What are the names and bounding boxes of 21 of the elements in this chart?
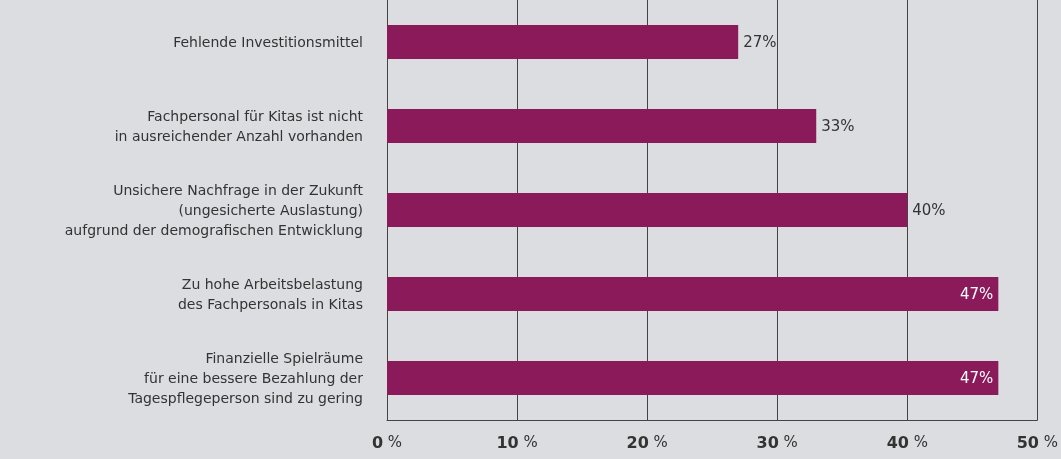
y-tick-label: Fachpersonal für Kitas ist nicht in ausreichender Anzahl vorhanden [114, 108, 364, 144]
data-label: 47% [959, 285, 994, 303]
data-label: 47% [959, 369, 994, 387]
x-tick-label: 10 % [496, 432, 538, 452]
data-label: 40% [912, 201, 946, 219]
bar [387, 361, 999, 395]
x-tick-label: 30 % [756, 432, 798, 452]
bar [387, 277, 999, 311]
data-label: 33% [821, 117, 855, 135]
y-tick-label: Unsichere Nachfrage in der Zukunft (ungesicherte Auslastung) aufgrund der demografischen Entwicklung [64, 182, 364, 238]
y-tick-label: Finanzielle Spielräume für eine bessere Bezahlung der Tagespflegeperson sind zu gering [127, 350, 364, 406]
x-tick-label: 40 % [886, 432, 928, 452]
bar [387, 109, 817, 143]
y-tick-label: Zu hohe Arbeitsbelastung des Fachpersonals in Kitas [177, 276, 363, 312]
x-tick-label: 0 % [371, 432, 403, 452]
x-tick-label: 20 % [626, 432, 668, 452]
y-tick-label: Fehlende Investitionsmittel [173, 34, 363, 50]
bar [387, 193, 908, 227]
x-tick-label: 50 % [1016, 432, 1059, 452]
data-label: 27% [743, 33, 777, 51]
bar [387, 25, 739, 59]
